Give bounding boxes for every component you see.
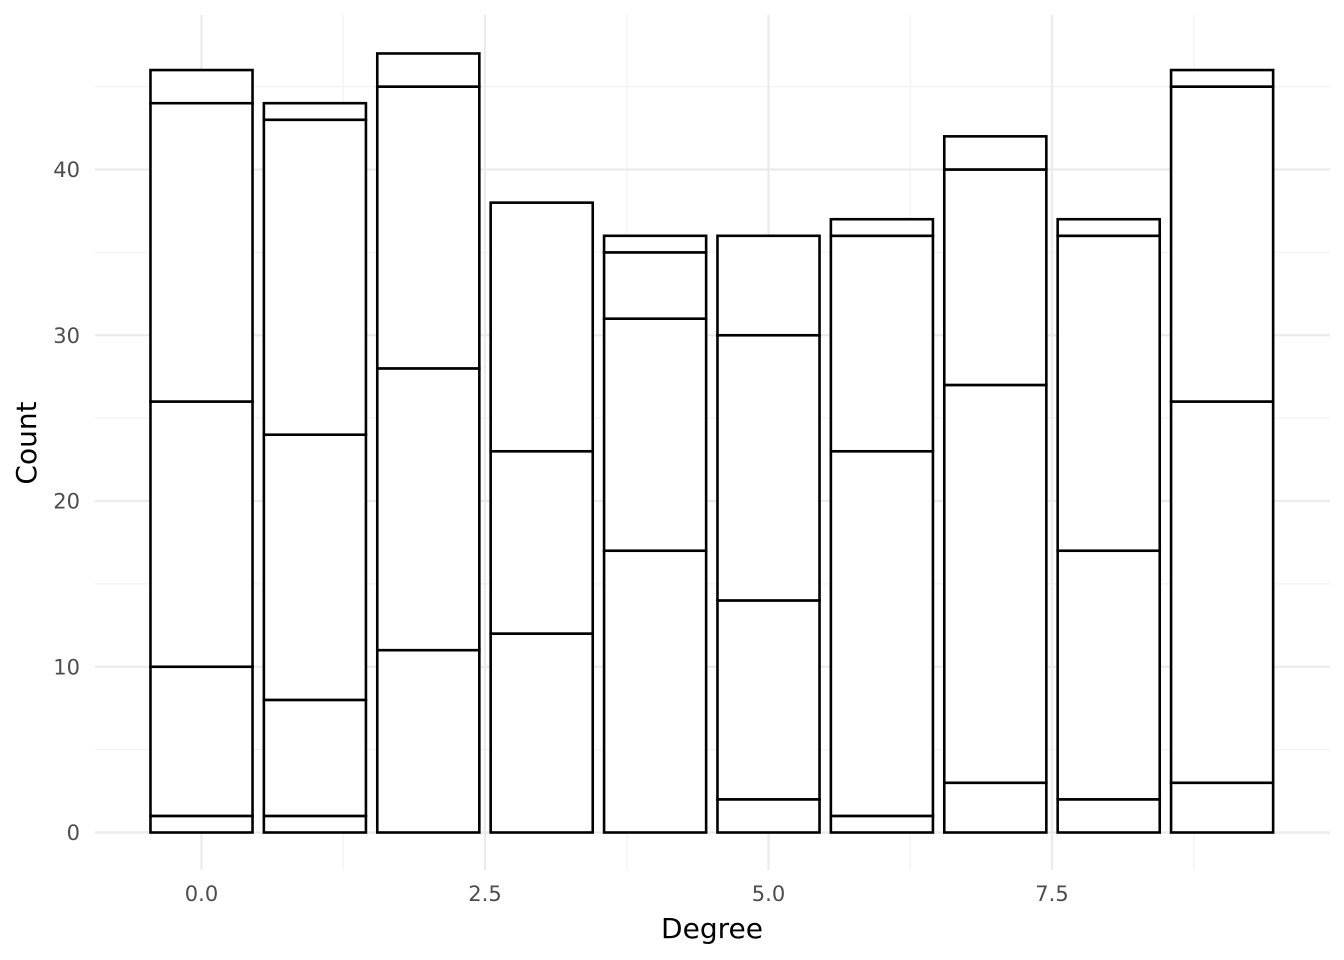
bar-stack: [602, 234, 708, 834]
y-tick-label: 30: [53, 324, 80, 348]
x-tick-label: 5.0: [752, 882, 785, 906]
bar-segment: [262, 814, 368, 834]
bar-segment: [829, 217, 935, 238]
bars: [149, 52, 1275, 834]
bar-segment: [262, 101, 368, 122]
bar-segment: [716, 798, 821, 834]
bar-stack: [489, 201, 595, 834]
bar-segment: [1056, 217, 1162, 238]
x-tick-label: 0.0: [185, 882, 218, 906]
bar-stack: [829, 217, 935, 834]
bar-stack: [1169, 68, 1275, 834]
y-tick-label: 40: [53, 158, 80, 182]
bar-segment: [942, 168, 1048, 387]
bar-segment: [1056, 234, 1162, 553]
x-tick-label: 7.5: [1035, 882, 1068, 906]
bar-segment: [489, 449, 595, 635]
bar-segment: [489, 201, 595, 453]
y-tick-label: 10: [53, 655, 80, 679]
bar-segment: [716, 599, 821, 801]
bar-segment: [375, 85, 481, 370]
bar-stack: [262, 101, 368, 834]
bar-segment: [149, 665, 254, 818]
bar-segment: [942, 135, 1048, 171]
bar-segment: [1169, 85, 1275, 403]
bar-segment: [149, 68, 254, 105]
bar-stack: [716, 234, 821, 834]
bar-segment: [375, 367, 481, 652]
bar-segment: [942, 383, 1048, 785]
bar-segment: [262, 433, 368, 702]
bar-segment: [716, 333, 821, 602]
bar-segment: [1169, 781, 1275, 834]
bar-segment: [1056, 798, 1162, 834]
bar-segment: [829, 814, 935, 834]
y-tick-label: 20: [53, 490, 80, 514]
x-axis-ticks: 0.0 2.5 5.0 7.5: [185, 882, 1069, 906]
bar-stack: [1056, 217, 1162, 834]
bar-segment: [602, 317, 708, 553]
bar-stack: [942, 135, 1048, 834]
bar-segment: [1169, 400, 1275, 785]
bar-segment: [602, 234, 708, 254]
bar-segment: [262, 698, 368, 818]
bar-segment: [149, 400, 254, 669]
bar-segment: [375, 52, 481, 88]
bar-segment: [149, 101, 254, 403]
bar-segment: [942, 781, 1048, 834]
bar-segment: [1056, 549, 1162, 801]
x-tick-label: 2.5: [468, 882, 501, 906]
bar-segment: [375, 648, 481, 834]
bar-segment: [602, 549, 708, 834]
bar-segment: [489, 632, 595, 834]
bar-segment: [829, 234, 935, 453]
y-tick-label: 0: [67, 821, 80, 845]
y-axis-ticks: 0 10 20 30 40: [53, 158, 80, 845]
bar-segment: [829, 449, 935, 818]
bar-segment: [716, 234, 821, 337]
y-axis-title: Count: [10, 401, 43, 484]
bar-stack: [375, 52, 481, 834]
bar-segment: [149, 814, 254, 834]
x-axis-title: Degree: [661, 912, 763, 945]
bar-segment: [1169, 68, 1275, 88]
bar-segment: [262, 118, 368, 436]
bar-segment: [602, 251, 708, 320]
bar-stack: [149, 68, 254, 834]
